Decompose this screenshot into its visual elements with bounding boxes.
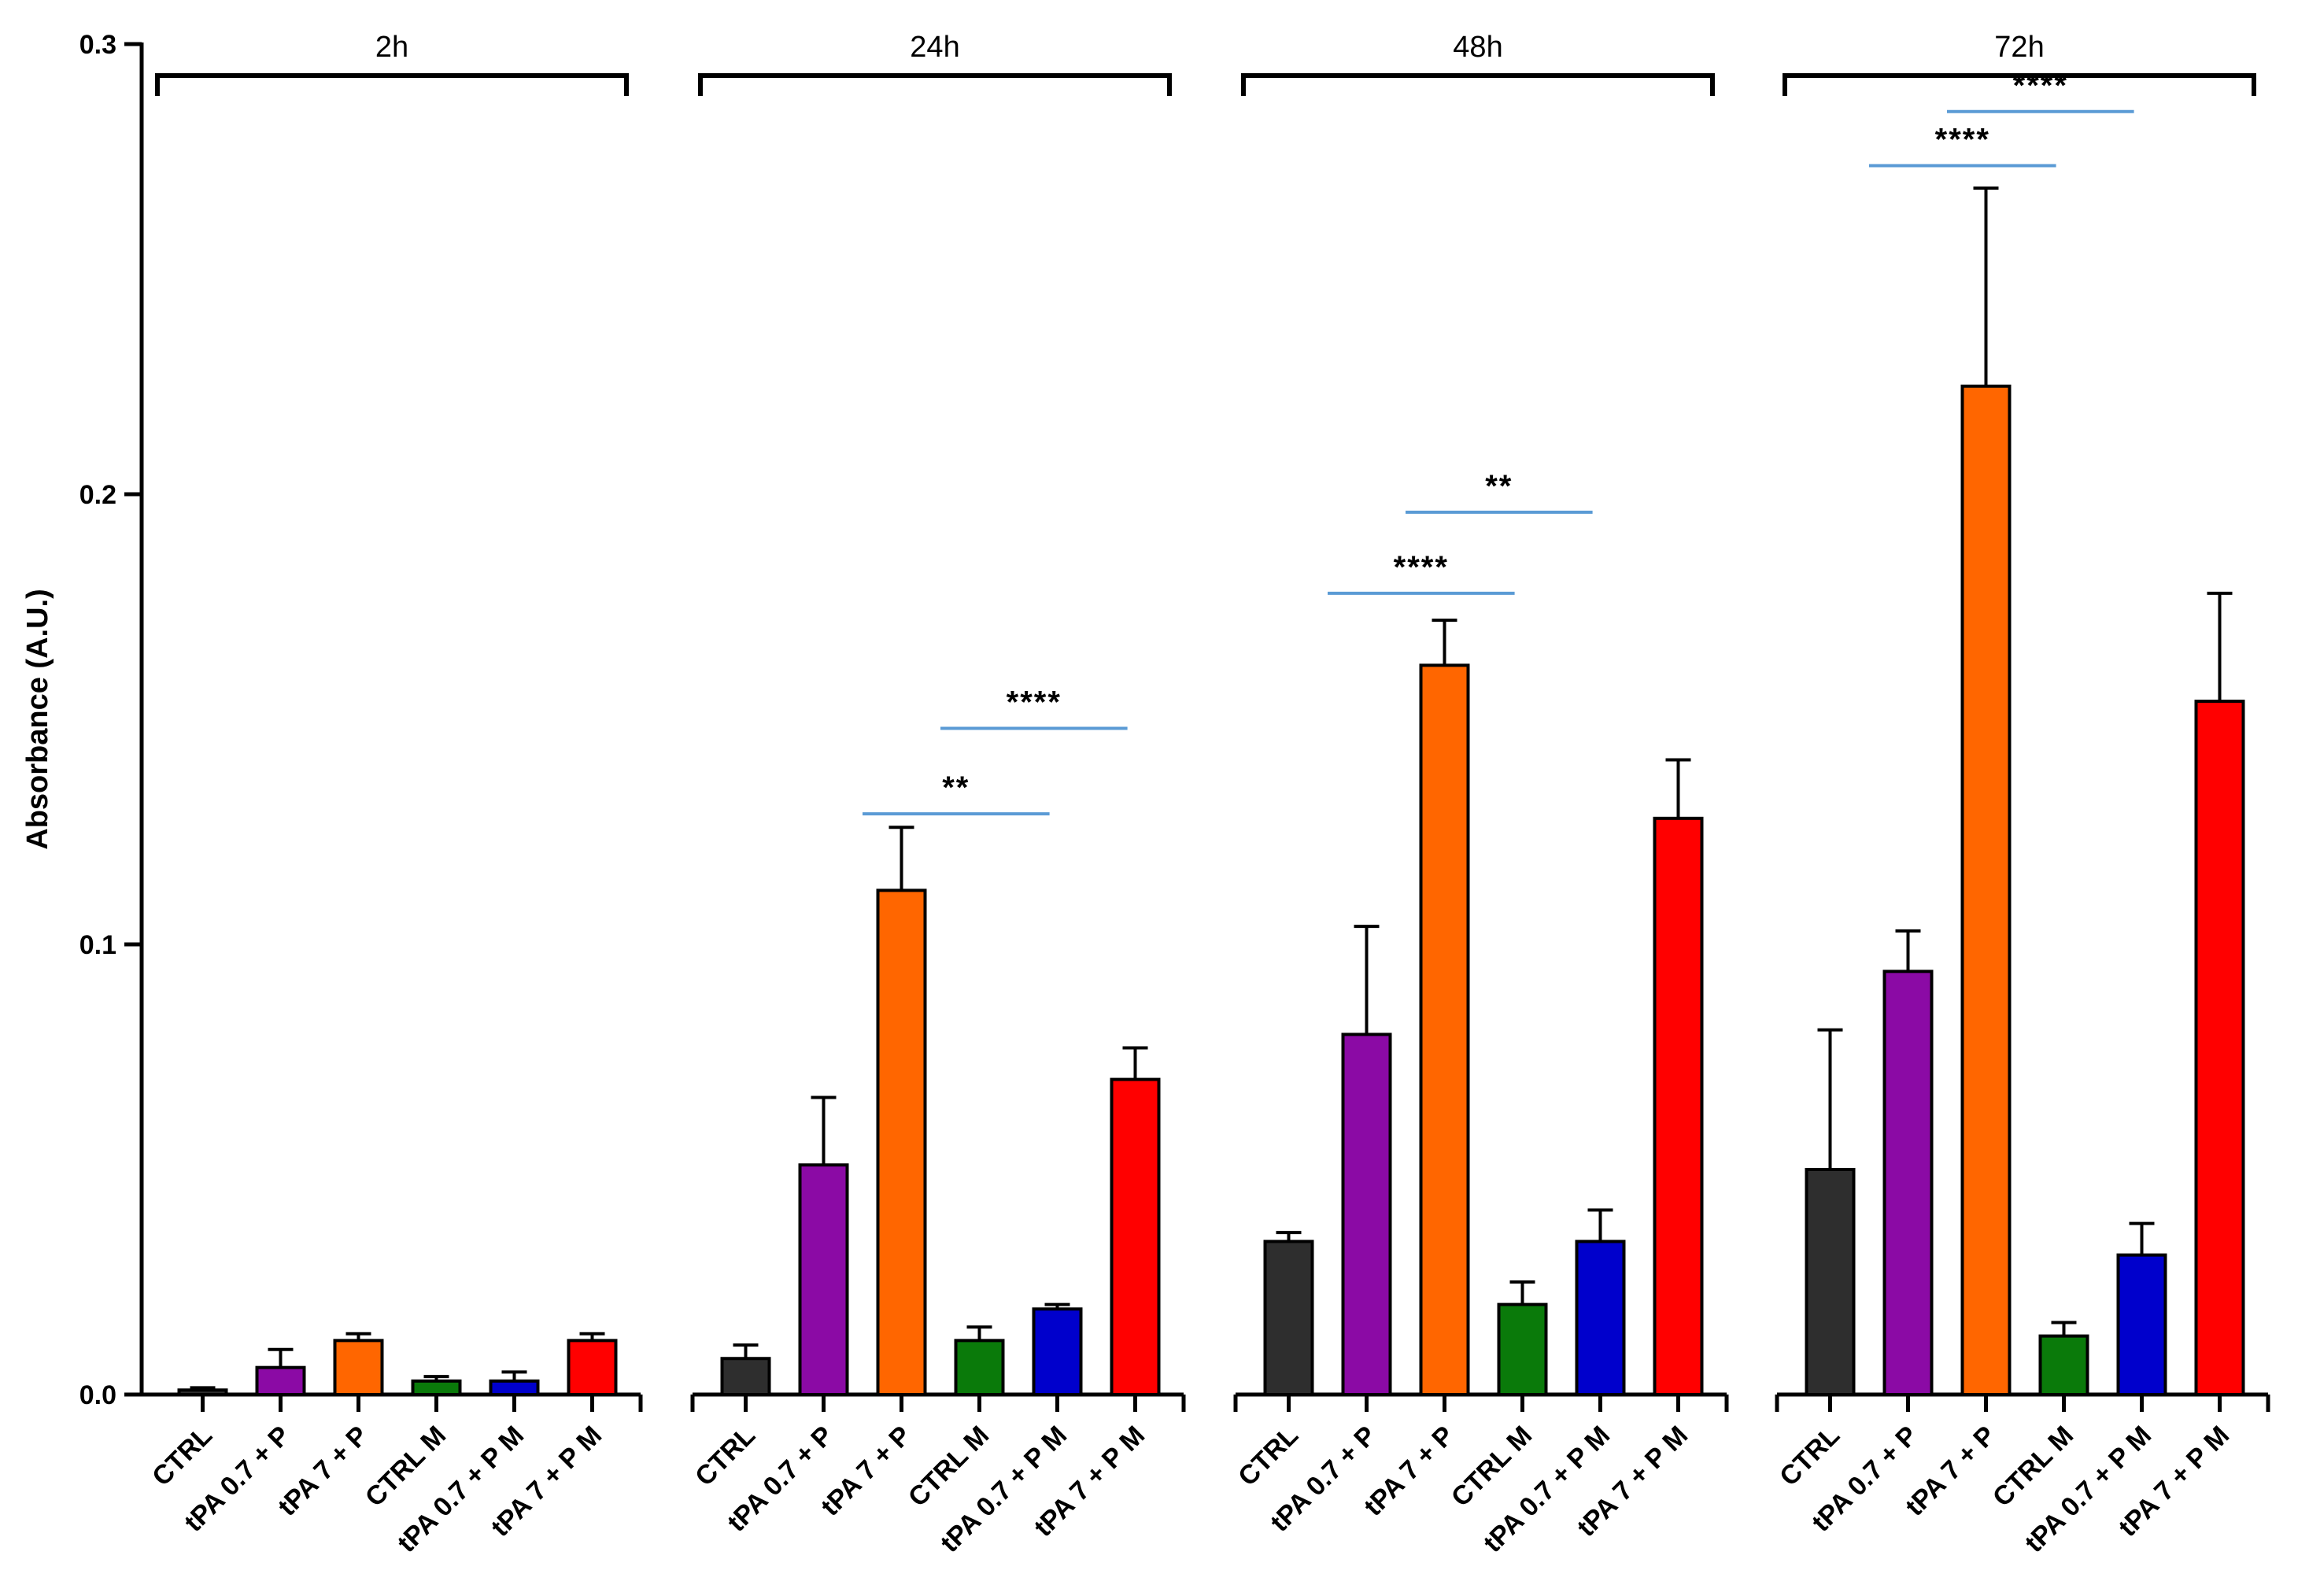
bar-2h-3 bbox=[411, 1379, 462, 1396]
category-label-72h-0: CTRL bbox=[1774, 1421, 1845, 1492]
group-label-2h: 2h bbox=[375, 31, 408, 64]
bar-24h-2 bbox=[876, 889, 927, 1396]
bar-2h-1 bbox=[255, 1365, 306, 1397]
bar-2h-0 bbox=[177, 1388, 228, 1397]
bar-48h-1 bbox=[1341, 1033, 1392, 1397]
y-tick-label-1: 0.1 bbox=[79, 930, 116, 960]
bar-24h-0 bbox=[720, 1357, 771, 1396]
bar-72h-3 bbox=[2038, 1334, 2089, 1397]
y-tick-label-3: 0.3 bbox=[79, 30, 116, 60]
bar-24h-5 bbox=[1110, 1077, 1161, 1396]
y-tick-label-0: 0.0 bbox=[79, 1380, 116, 1410]
bar-72h-4 bbox=[2116, 1253, 2167, 1397]
y-tick-label-2: 0.2 bbox=[79, 480, 116, 510]
bar-72h-5 bbox=[2194, 700, 2245, 1396]
significance-label-72h-1: **** bbox=[2013, 68, 2068, 103]
bar-2h-2 bbox=[333, 1339, 384, 1396]
significance-label-72h-0: **** bbox=[1935, 122, 1990, 157]
bar-72h-1 bbox=[1882, 970, 1934, 1396]
bar-2h-5 bbox=[567, 1339, 618, 1396]
bar-72h-0 bbox=[1805, 1168, 1856, 1396]
category-label-48h-0: CTRL bbox=[1232, 1421, 1304, 1492]
bar-72h-2 bbox=[1960, 384, 2012, 1397]
bar-24h-4 bbox=[1032, 1307, 1083, 1396]
bar-48h-2 bbox=[1419, 663, 1470, 1396]
bar-48h-0 bbox=[1263, 1239, 1314, 1397]
significance-label-24h-1: **** bbox=[1007, 685, 1062, 719]
bar-48h-5 bbox=[1653, 816, 1704, 1396]
bar-24h-3 bbox=[954, 1339, 1005, 1396]
significance-label-48h-1: ** bbox=[1485, 469, 1513, 504]
bar-2h-4 bbox=[489, 1379, 540, 1396]
group-label-48h: 48h bbox=[1453, 31, 1502, 64]
group-label-24h: 24h bbox=[910, 31, 959, 64]
group-label-72h: 72h bbox=[1994, 31, 2044, 64]
bar-48h-4 bbox=[1575, 1239, 1626, 1397]
significance-label-48h-0: **** bbox=[1394, 550, 1449, 585]
significance-label-24h-0: ** bbox=[942, 770, 970, 805]
category-label-24h-0: CTRL bbox=[689, 1421, 761, 1492]
bar-48h-3 bbox=[1497, 1302, 1548, 1396]
y-axis-label: Absorbance (A.U.) bbox=[21, 589, 54, 849]
bar-24h-1 bbox=[798, 1163, 849, 1397]
category-label-2h-0: CTRL bbox=[146, 1421, 218, 1492]
